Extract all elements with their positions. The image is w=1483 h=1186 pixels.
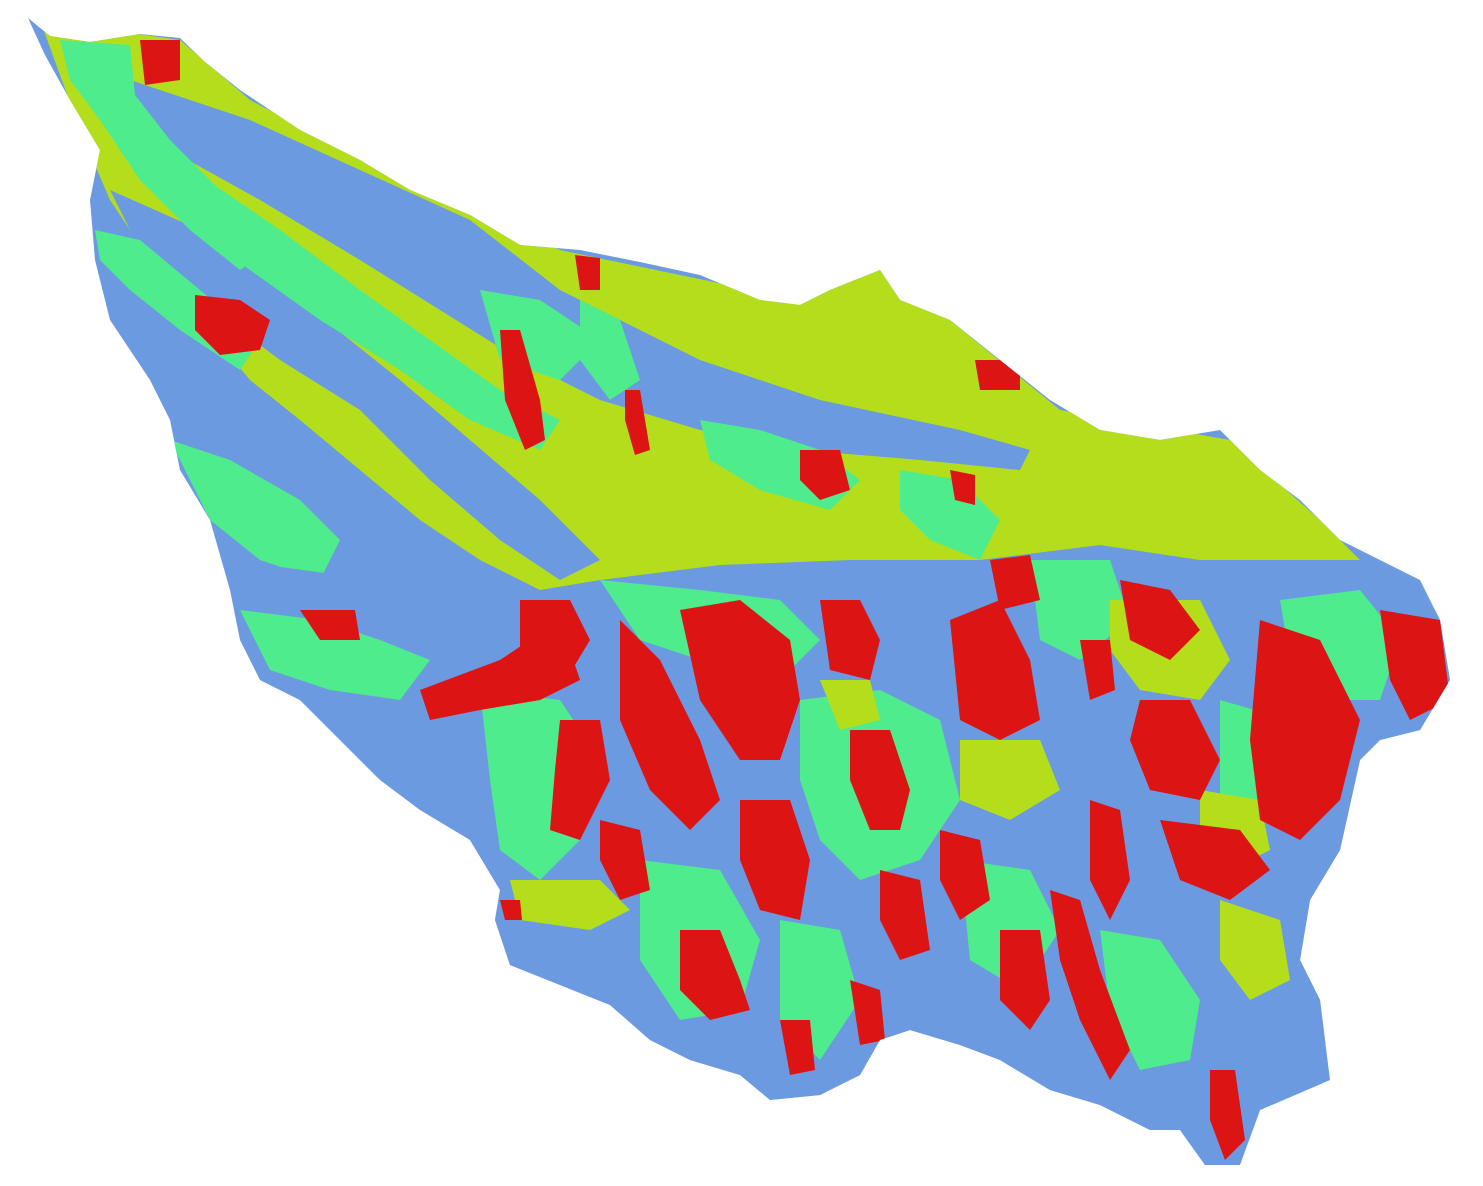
region-lime [510, 880, 630, 930]
region-red [1380, 610, 1450, 720]
region-red [880, 870, 930, 960]
region-red [680, 930, 750, 1020]
region-red [575, 255, 600, 290]
region-red [195, 295, 270, 355]
region-red [1210, 1070, 1245, 1160]
region-red [500, 900, 522, 920]
region-green [120, 150, 560, 450]
region-red [850, 980, 885, 1045]
region-green [1030, 560, 1130, 660]
region-red [520, 600, 590, 690]
region-green [1100, 930, 1200, 1070]
region-green [580, 300, 640, 400]
region-red [500, 330, 545, 450]
region-red [140, 40, 180, 85]
region-red [950, 470, 975, 505]
region-red [940, 830, 990, 920]
region-red [1250, 620, 1360, 840]
region-red [1080, 640, 1115, 700]
region-red [990, 555, 1040, 610]
region-red [680, 600, 800, 760]
region-red [800, 450, 850, 500]
region-lime [820, 680, 880, 730]
region-red [820, 600, 880, 680]
region-blue-band [180, 400, 500, 640]
region-red [740, 800, 810, 920]
region-red [620, 620, 720, 830]
region-blue-band [110, 190, 600, 580]
region-green [170, 440, 340, 580]
region-red [550, 720, 610, 840]
region-red [1000, 930, 1050, 1030]
region-red [625, 390, 650, 455]
region-red [950, 600, 1040, 740]
region-red [1050, 890, 1130, 1080]
region-lime [1220, 900, 1290, 1000]
region-red [1160, 820, 1270, 900]
region-red [780, 1020, 815, 1075]
region-red [975, 360, 1020, 390]
region-red [1090, 800, 1130, 920]
region-green [240, 610, 430, 700]
region-red [1130, 700, 1220, 800]
region-red [300, 610, 360, 640]
region-blue-band [120, 80, 1030, 470]
region-lime [40, 20, 1360, 590]
region-green [900, 470, 1000, 560]
region-red [600, 820, 650, 900]
region-red [850, 730, 910, 830]
region-red [1120, 580, 1200, 660]
region-lime [960, 740, 1060, 820]
